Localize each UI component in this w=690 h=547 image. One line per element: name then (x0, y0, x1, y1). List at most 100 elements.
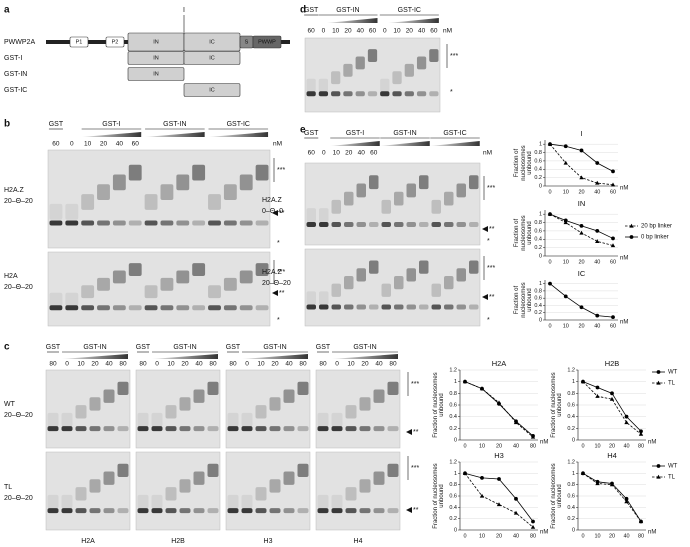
band-label: * (487, 238, 490, 245)
lane-label: 20 (344, 28, 352, 35)
lane-label: 20 (406, 28, 414, 35)
data-point (624, 496, 629, 501)
gel-band (317, 426, 329, 432)
group-label: GST (49, 121, 64, 128)
gel-band (306, 304, 316, 310)
x-tick-label: 80 (638, 443, 644, 449)
gel-band (89, 508, 101, 514)
gel-band (137, 426, 149, 432)
gel-band (469, 304, 479, 310)
gel-smear (431, 283, 441, 297)
band-label: * (277, 317, 280, 324)
gel-band (283, 508, 295, 514)
gel-band (406, 304, 416, 310)
series-line (582, 381, 642, 432)
x-tick-label: 0 (463, 533, 466, 539)
gel-band (392, 91, 402, 97)
data-point (579, 230, 584, 235)
gel-band (223, 220, 237, 226)
gel-smear (345, 405, 357, 419)
chart-title: H2A (492, 359, 507, 368)
data-point (579, 305, 584, 310)
data-point (609, 396, 615, 401)
gel-smear (387, 381, 399, 396)
x-tick-label: 10 (563, 259, 569, 265)
gel (47, 251, 271, 327)
y-tick-label: 0.6 (449, 402, 457, 408)
gel-band (112, 305, 126, 311)
gel-smear (469, 175, 479, 190)
gel-band (103, 508, 115, 514)
gel-band (394, 304, 404, 310)
gel-smear (97, 184, 110, 201)
band-label: ** (279, 210, 285, 217)
gel-smear (227, 412, 239, 427)
lane-label: 0 (245, 361, 249, 368)
data-point (530, 524, 536, 529)
band-label: * (450, 89, 453, 96)
data-point (530, 434, 536, 439)
histone-label: H4 (354, 538, 363, 545)
lane-label: 80 (49, 361, 57, 368)
gel (135, 451, 221, 531)
gel-band (49, 305, 63, 311)
gel-smear (193, 389, 205, 403)
lane-label: 80 (209, 361, 217, 368)
lane-label: 80 (389, 361, 397, 368)
legend-marker (629, 223, 634, 228)
gel-band (381, 304, 391, 310)
gel-band (431, 222, 441, 228)
y-axis-label: Fraction of nucleosomes unbound (514, 282, 534, 318)
gel-band (380, 91, 390, 97)
gel-band (208, 305, 221, 311)
domain-label: P2 (112, 39, 119, 45)
gel (304, 248, 481, 327)
data-point (580, 471, 586, 475)
data-point (479, 386, 485, 391)
data-point (638, 519, 644, 524)
series-line (549, 143, 614, 172)
gel-band (227, 426, 239, 432)
x-tick-label: 80 (638, 533, 644, 539)
band-label: *** (411, 465, 419, 472)
chart-title: H2B (605, 359, 620, 368)
gel-band (192, 305, 206, 311)
gel-smear (49, 292, 63, 306)
domain-label: PWWP (258, 39, 276, 45)
lane-label: 60 (430, 28, 438, 35)
gel-smear (380, 78, 390, 92)
gel-band (241, 426, 253, 432)
y-tick-label: 0.8 (534, 288, 542, 294)
lane-label: 60 (308, 28, 316, 35)
wedge (81, 132, 142, 137)
gel-band (165, 508, 177, 514)
gel (315, 451, 401, 531)
gel-smear (331, 71, 341, 85)
x-tick-label: 40 (513, 443, 519, 449)
y-tick-label: 0.2 (567, 516, 575, 522)
legend-label: 20 bp linker (641, 224, 672, 230)
data-point (548, 281, 552, 286)
data-point (462, 379, 468, 384)
panel-label: d (300, 5, 306, 16)
gel-band (318, 91, 329, 97)
gel-band (331, 222, 341, 228)
band-label: ** (279, 290, 285, 297)
panel-label: a (4, 5, 10, 16)
lane-label: 0 (70, 141, 74, 148)
gel-band (151, 508, 163, 514)
domain (105, 36, 125, 48)
gel-smear (112, 270, 126, 284)
gel-smear (47, 412, 59, 427)
lane-label: 10 (393, 28, 401, 35)
gel-smear (331, 283, 341, 297)
series-line (582, 472, 642, 522)
gel-band (207, 426, 219, 432)
gel-smear (359, 479, 371, 493)
lane-label: 20 (100, 141, 108, 148)
row-construct: 20–Θ–20 (4, 412, 33, 419)
series-line (549, 283, 614, 318)
x-tick-label: 10 (563, 323, 569, 329)
